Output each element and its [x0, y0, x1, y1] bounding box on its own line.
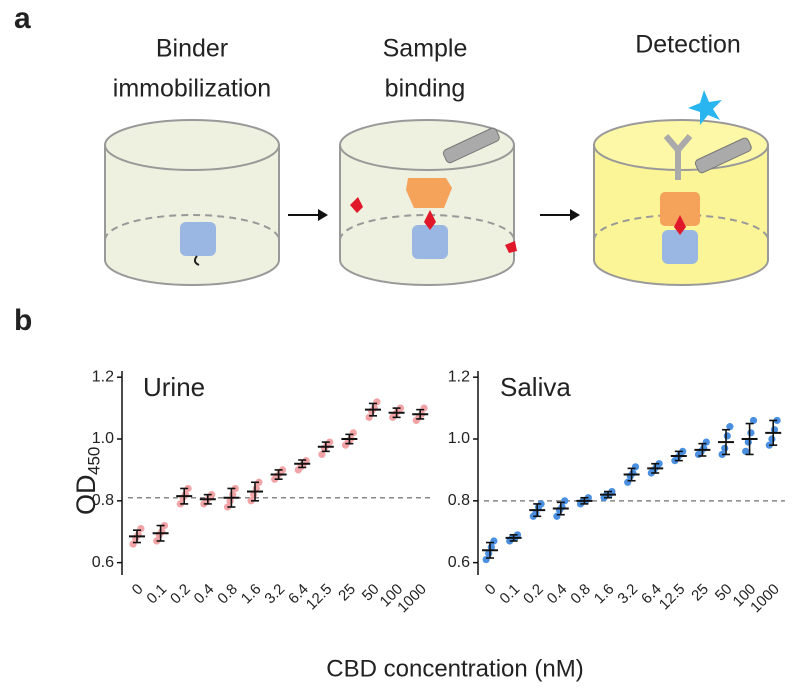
data-point [373, 398, 381, 406]
x-tick-label: 0.4 [544, 581, 571, 608]
data-point [768, 435, 776, 443]
well [339, 119, 515, 286]
y-tick-label: 1.2 [448, 368, 470, 385]
data-point [631, 463, 640, 471]
x-tick-label: 12.5 [656, 581, 689, 614]
x-tick-label: 25 [688, 581, 712, 605]
chart-title: Saliva [500, 372, 571, 402]
data-point [365, 413, 373, 421]
x-tick-label: 0.2 [520, 581, 547, 608]
x-tick-label: 0.2 [167, 581, 194, 608]
secondary-antibody [663, 134, 693, 180]
x-tick-label: 0.4 [191, 581, 218, 608]
signal [688, 90, 722, 125]
y-axis-label: OD [71, 475, 101, 516]
x-tick-label: 0.8 [567, 581, 594, 608]
data-point [702, 438, 710, 446]
x-tick-label: 0.1 [143, 581, 170, 608]
binder [412, 225, 448, 259]
antibody-fragment [406, 178, 452, 208]
x-tick-label: 0.8 [214, 581, 241, 608]
y-tick-label: 1.0 [92, 430, 114, 447]
x-axis-label: CBD concentration (nM) [326, 655, 583, 682]
tag [694, 137, 752, 174]
x-tick-label: 25 [335, 581, 359, 605]
data-point [747, 429, 755, 437]
ligand [674, 215, 686, 235]
y-tick-label: 0.6 [448, 554, 470, 571]
binder [180, 222, 216, 256]
antibody-fragment [660, 192, 700, 226]
arrowhead [318, 209, 328, 221]
data-point [749, 416, 758, 425]
ligand [424, 210, 436, 230]
y-tick-label: 1.2 [92, 368, 114, 385]
step-label: binding [385, 75, 466, 103]
data-point [726, 423, 734, 431]
step-label: Sample [383, 35, 468, 63]
x-tick-label: 1.6 [591, 581, 618, 608]
data-point [349, 429, 357, 437]
data-point [624, 478, 632, 486]
data-point [742, 447, 750, 455]
y-tick-label: 0.8 [92, 492, 114, 509]
binder [662, 230, 698, 264]
x-tick-label: 3.2 [614, 581, 641, 608]
data-point [561, 497, 569, 505]
data-point [137, 525, 145, 533]
data-point [318, 450, 326, 459]
data-point [723, 432, 731, 440]
y-tick-label: 1.0 [448, 430, 470, 447]
data-point [721, 444, 729, 452]
step-label: Binder [156, 35, 228, 63]
x-tick-label: 0.1 [496, 581, 523, 608]
linker [193, 255, 200, 266]
data-point [129, 540, 137, 548]
data-point [482, 555, 490, 564]
panel-label: a [14, 2, 31, 35]
x-tick-label: 1.6 [238, 581, 265, 608]
step-label: Detection [635, 31, 741, 59]
chart-title: Urine [143, 372, 205, 402]
panel-label: b [14, 304, 32, 337]
y-axis-label-subscript: 450 [84, 447, 103, 475]
data-point [490, 537, 498, 545]
step-label: immobilization [113, 75, 271, 103]
y-tick-label: 0.6 [92, 554, 114, 571]
x-tick-label: 3.2 [261, 581, 288, 608]
data-point [420, 404, 428, 412]
x-tick-label: 12.5 [303, 581, 336, 614]
arrowhead [570, 209, 580, 221]
well [104, 119, 280, 286]
data-point [553, 512, 561, 520]
y-tick-label: 0.8 [448, 492, 470, 509]
tag [442, 127, 500, 164]
